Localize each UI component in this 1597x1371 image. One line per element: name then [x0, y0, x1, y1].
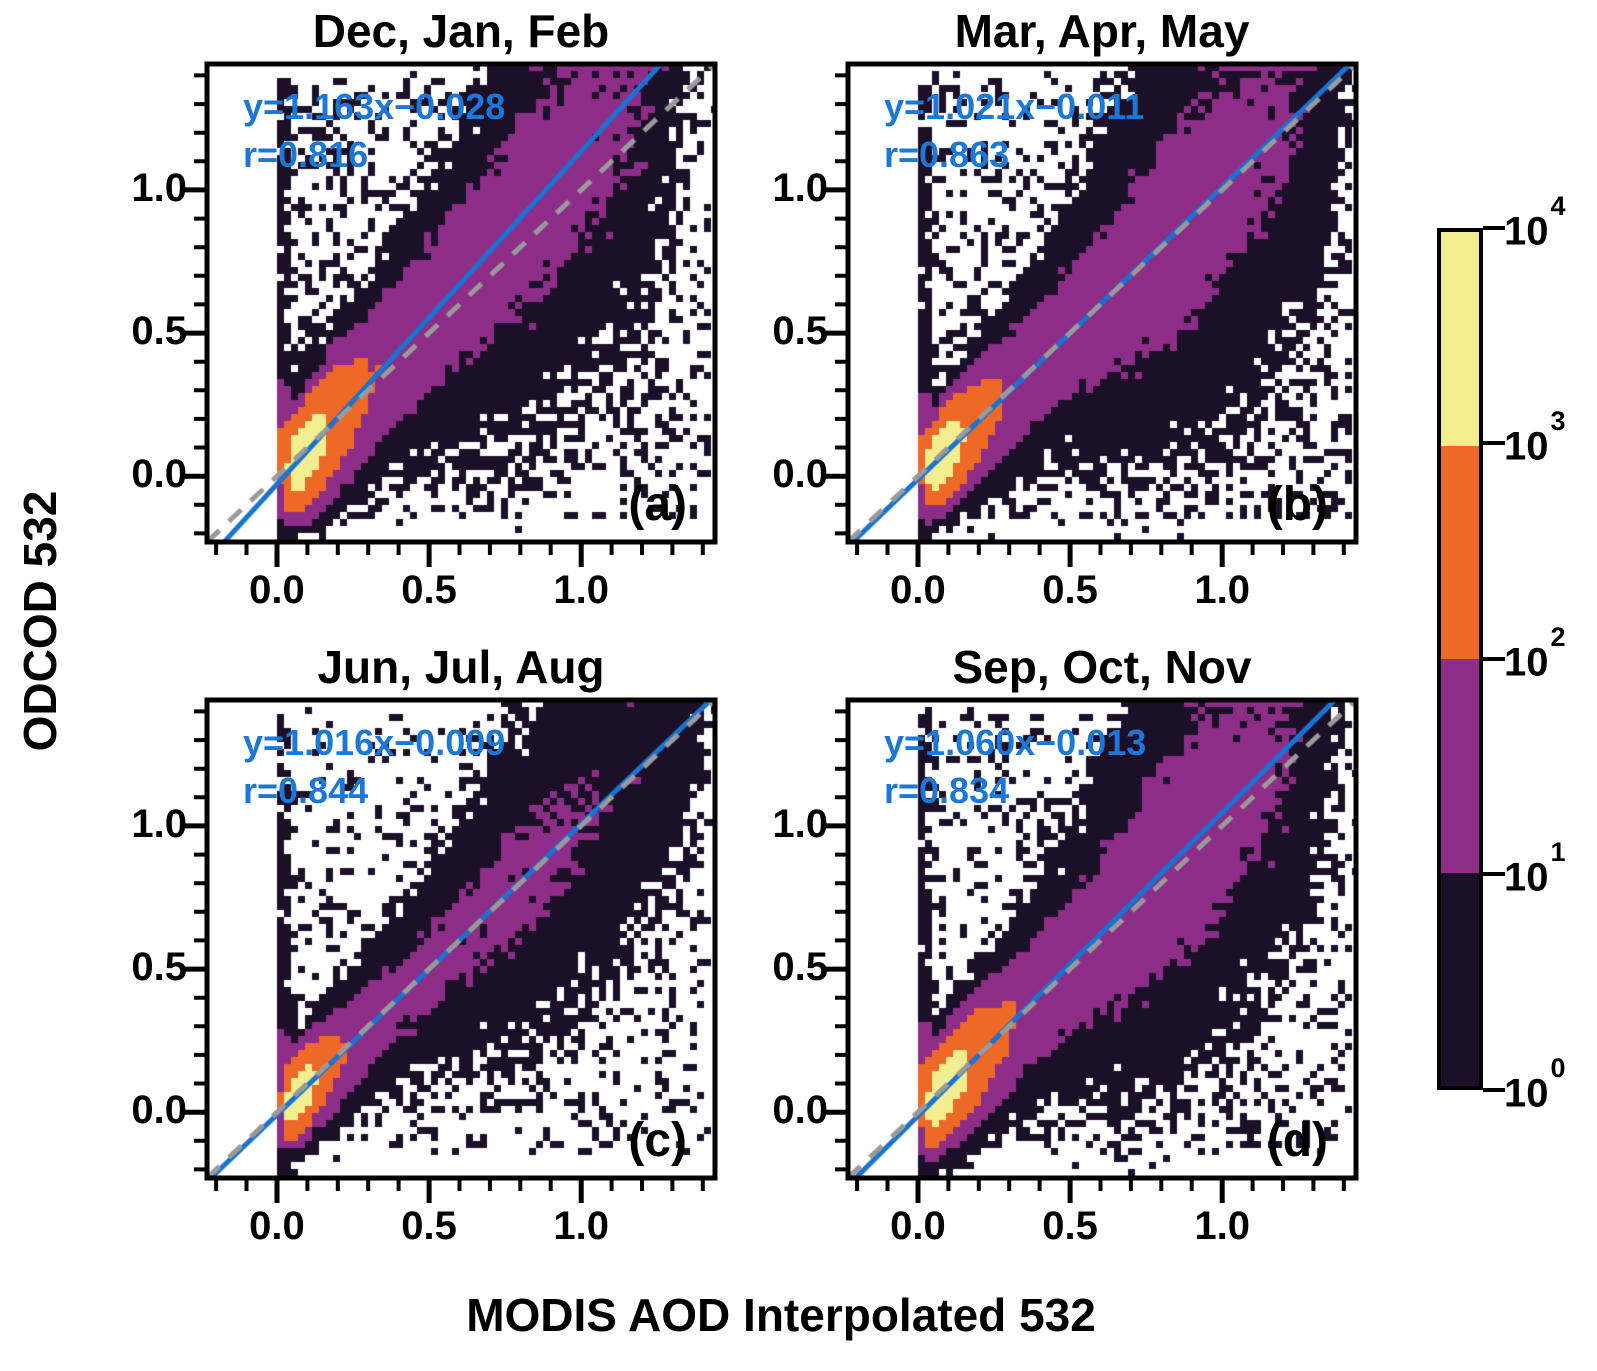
colorbar-label-1e1-base: 10 [1504, 855, 1549, 900]
panel-a-title: Dec, Jan, Feb [312, 5, 610, 57]
x-tick-label: 0.0 [890, 568, 946, 612]
panel-b-r-value: r=0.863 [884, 134, 1010, 175]
colorbar-segment-1e3-1e4 [1441, 232, 1479, 446]
colorbar-label-1e3-base: 10 [1504, 424, 1549, 469]
y-tick-label: 0.5 [131, 309, 187, 354]
colorbar-label-1e3-exp: 3 [1550, 406, 1566, 437]
x-tick-label: 0.5 [1042, 568, 1098, 612]
y-tick-label: 0.0 [131, 452, 187, 497]
colorbar-label-1e0: 100 [1504, 1053, 1566, 1116]
panel-a: y=1.163x−0.028 r=0.816 (a) [182, 61, 718, 567]
panel-c-r-value: r=0.844 [243, 770, 369, 811]
panel-d-frame [823, 697, 1359, 1203]
x-axis-label: MODIS AOD Interpolated 532 [466, 1289, 1096, 1341]
y-axis-label: ODCOD 532 [14, 490, 66, 752]
panel-d: y=1.060x−0.013 r=0.834 (d) [823, 697, 1359, 1203]
colorbar-tick-1e0 [1483, 1088, 1505, 1092]
y-tick-label: 0.5 [131, 945, 187, 990]
panel-a-frame [182, 61, 718, 567]
colorbar-label-1e3: 103 [1504, 406, 1566, 469]
x-tick-label: 1.0 [1194, 1204, 1250, 1248]
panel-b-fit-equation: y=1.021x−0.011 [884, 86, 1145, 127]
colorbar-label-1e4-base: 10 [1504, 209, 1549, 254]
y-tick-label: 0.0 [131, 1088, 187, 1133]
y-tick-label: 0.5 [772, 309, 828, 354]
x-tick-label: 1.0 [1194, 568, 1250, 612]
colorbar-tick-1e4 [1483, 226, 1505, 230]
colorbar-label-1e1: 101 [1504, 837, 1566, 900]
panel-c-title: Jun, Jul, Aug [317, 641, 605, 693]
colorbar-tick-1e2 [1483, 657, 1505, 661]
panel-b-title: Mar, Apr, May [954, 5, 1250, 57]
x-tick-label: 0.5 [1042, 1204, 1098, 1248]
panel-a-r-value: r=0.816 [243, 134, 369, 175]
panel-b-density-canvas [848, 64, 1356, 542]
panel-a-fit-equation: y=1.163x−0.028 [243, 86, 506, 127]
panel-b-frame [823, 61, 1359, 567]
colorbar-label-1e0-base: 10 [1504, 1071, 1549, 1116]
panel-b-letter: (b) [1266, 478, 1328, 531]
panel-a-letter: (a) [628, 478, 687, 531]
colorbar-label-1e0-exp: 0 [1550, 1053, 1566, 1084]
colorbar-label-1e2-exp: 2 [1550, 622, 1566, 653]
colorbar-segment-1e2-1e3 [1441, 445, 1479, 659]
panel-d-r-value: r=0.834 [884, 770, 1010, 811]
y-tick-label: 1.0 [772, 801, 828, 846]
y-tick-label: 1.0 [131, 801, 187, 846]
panel-c-frame [182, 697, 718, 1203]
x-tick-label: 1.0 [553, 1204, 609, 1248]
colorbar-label-1e1-exp: 1 [1550, 837, 1566, 868]
panel-d-letter: (d) [1266, 1114, 1328, 1167]
panel-b: y=1.021x−0.011 r=0.863 (b) [823, 61, 1359, 567]
colorbar-segment-1e0-1e1 [1441, 872, 1479, 1086]
x-tick-label: 1.0 [553, 568, 609, 612]
y-tick-label: 0.5 [772, 945, 828, 990]
colorbar-label-1e4: 104 [1504, 191, 1566, 254]
colorbar-segment-1e1-1e2 [1441, 659, 1479, 873]
panel-d-density-canvas [848, 700, 1356, 1178]
colorbar-label-1e2: 102 [1504, 622, 1566, 685]
y-tick-label: 0.0 [772, 452, 828, 497]
colorbar [1437, 228, 1483, 1090]
panel-c-letter: (c) [628, 1114, 687, 1167]
y-tick-label: 0.0 [772, 1088, 828, 1133]
panel-c: y=1.016x−0.009 r=0.844 (c) [182, 697, 718, 1203]
panel-d-fit-equation: y=1.060x−0.013 [884, 722, 1147, 763]
colorbar-label-1e4-exp: 4 [1550, 191, 1566, 222]
panel-a-density-canvas [207, 64, 715, 542]
panel-d-title: Sep, Oct, Nov [952, 641, 1252, 693]
colorbar-tick-1e1 [1483, 872, 1505, 876]
x-tick-label: 0.0 [890, 1204, 946, 1248]
x-tick-label: 0.0 [249, 1204, 305, 1248]
panel-c-density-canvas [207, 700, 715, 1178]
colorbar-tick-1e3 [1483, 441, 1505, 445]
y-tick-label: 1.0 [131, 165, 187, 210]
y-tick-label: 1.0 [772, 165, 828, 210]
panel-c-fit-equation: y=1.016x−0.009 [243, 722, 506, 763]
x-tick-label: 0.5 [401, 1204, 457, 1248]
colorbar-label-1e2-base: 10 [1504, 640, 1549, 685]
x-tick-label: 0.0 [249, 568, 305, 612]
x-tick-label: 0.5 [401, 568, 457, 612]
